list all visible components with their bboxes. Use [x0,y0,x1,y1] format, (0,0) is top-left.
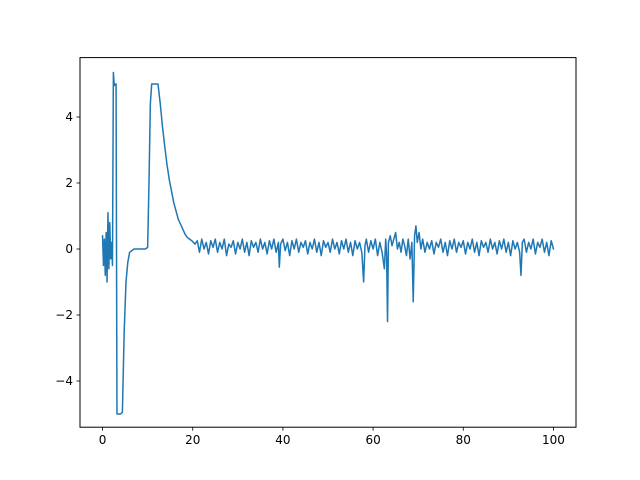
y-tick-label: 4 [65,110,73,124]
x-tick-label: 20 [185,433,200,447]
axes-frame [79,57,577,428]
y-tick-label: −2 [55,308,73,322]
y-axis: −4 −2 0 2 4 [55,110,80,388]
y-tick-label: 0 [65,242,73,256]
y-tick-label: −4 [55,374,73,388]
series-line-0 [101,71,555,415]
x-tick-label: 40 [275,433,290,447]
x-tick-label: 80 [456,433,471,447]
x-axis: 0 20 40 60 80 100 [99,427,565,447]
x-tick-label: 0 [99,433,107,447]
y-tick-label: 2 [65,176,73,190]
x-tick-label: 100 [542,433,565,447]
plot-area [101,71,555,415]
x-tick-label: 60 [365,433,380,447]
